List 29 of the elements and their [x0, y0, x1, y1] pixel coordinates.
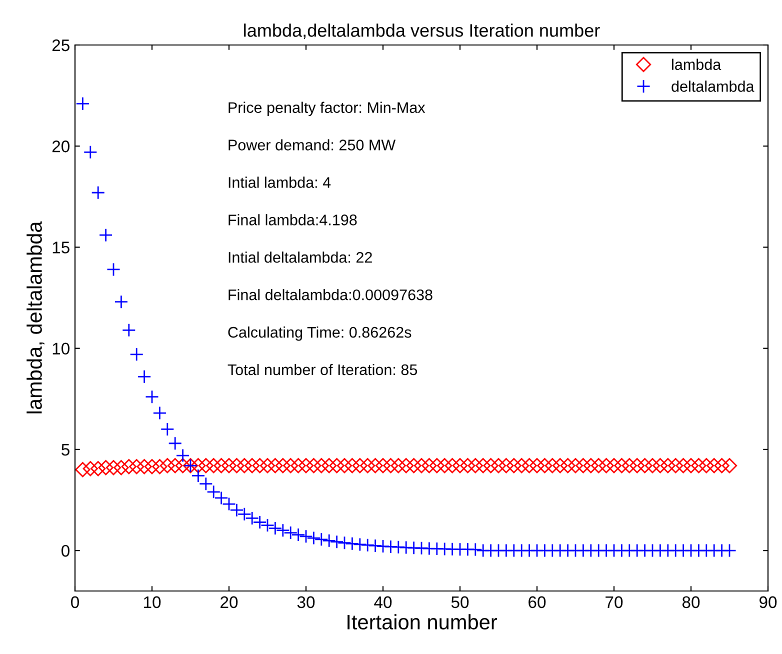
x-tick-label: 50: [451, 596, 469, 608]
y-tick-label: 10: [52, 342, 70, 355]
annotation: Calculating Time: 0.86262s: [228, 326, 412, 341]
x-tick-label: 20: [220, 596, 238, 608]
annotation: Final lambda:4.198: [228, 214, 357, 226]
x-tick-label: 60: [528, 596, 546, 608]
y-tick-label: 25: [52, 39, 70, 52]
y-tick-label: 15: [52, 242, 70, 254]
annotation: Total number of Iteration: 85: [228, 364, 418, 376]
legend-label: deltalambda: [672, 80, 754, 92]
y-tick-label: 0: [62, 544, 70, 557]
y-tick-label: 5: [62, 444, 70, 456]
x-tick-label: 30: [297, 596, 315, 608]
x-tick-label: 0: [71, 596, 79, 608]
annotation: Power demand: 250 MW: [228, 139, 396, 150]
x-tick-label: 10: [144, 596, 161, 608]
legend-label: lambda: [672, 58, 722, 70]
x-tick-label: 70: [606, 596, 623, 608]
annotation: Intial deltalambda: 22: [228, 252, 372, 263]
annotation: Final deltalambda:0.00097638: [228, 289, 432, 300]
x-tick-label: 80: [682, 596, 700, 608]
y-tick-label: 20: [52, 140, 70, 152]
x-tick-label: 40: [374, 596, 392, 608]
annotation: Price penalty factor: Min-Max: [228, 102, 426, 116]
y-axis-title: lambda, deltalambda: [26, 221, 44, 414]
x-tick-label: 90: [760, 596, 777, 608]
chart-title: lambda,deltalambda versus Iteration number: [244, 24, 600, 39]
x-axis-title: Itertaion number: [348, 614, 498, 630]
annotation: Intial lambda: 4: [228, 176, 331, 188]
